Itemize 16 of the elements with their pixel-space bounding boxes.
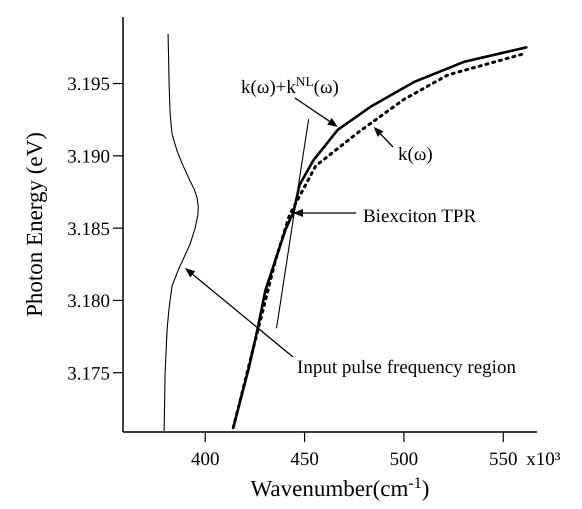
- text: x10³: [526, 449, 561, 470]
- y-tick-label: 3.190: [67, 146, 110, 168]
- annotation: k(ω)+k$^{NL}$(ω): [241, 74, 339, 98]
- x-tick-label: 500: [390, 449, 418, 470]
- annotation: Biexciton TPR: [363, 206, 476, 227]
- annotation: k(ω): [398, 144, 433, 165]
- y-axis-title: Photon Energy (eV): [22, 132, 47, 317]
- x-tick-label: 450: [290, 449, 319, 470]
- annotation: Input pulse frequency region: [297, 357, 516, 378]
- y-tick-label: 3.175: [67, 363, 110, 384]
- x-tick-label: 550: [488, 449, 518, 470]
- y-tick-label: 3.195: [67, 74, 110, 96]
- y-tick-label: 3.185: [67, 218, 110, 240]
- x-tick-label: 400: [190, 449, 220, 470]
- x-axis-title: Wavenumber(cm$^{-1}$): [250, 474, 430, 501]
- y-tick-label: 3.180: [67, 291, 110, 312]
